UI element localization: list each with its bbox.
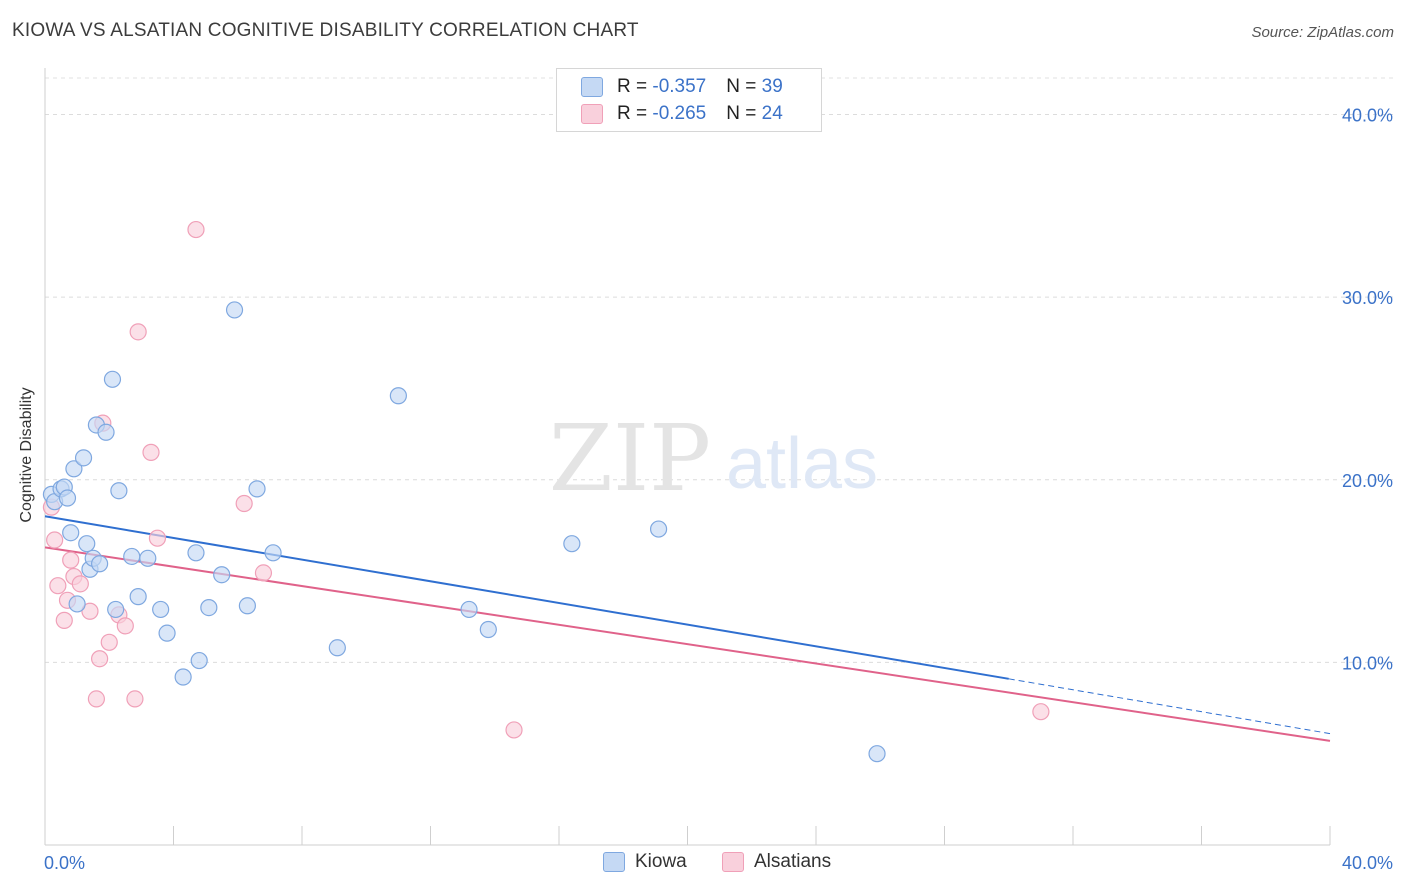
r-label: R = [617,103,653,124]
source-label: Source: ZipAtlas.com [1251,24,1394,41]
watermark-zip: ZIP [549,405,711,512]
y-tick-label: 30.0% [1342,288,1393,308]
data-point-kiowa [103,370,122,388]
n-value-alsatians: 24 [761,103,783,124]
data-point-kiowa [78,535,96,553]
data-point-kiowa [238,597,256,615]
legend-label-alsatians: Alsatians [754,851,832,872]
data-point-alsatians [46,531,64,549]
x-tick-label-end: 40.0% [1342,853,1393,873]
data-point-kiowa [158,624,176,642]
data-point-alsatians [81,602,99,620]
data-point-kiowa [649,520,668,538]
chart-title: KIOWA VS ALSATIAN COGNITIVE DISABILITY C… [12,20,639,41]
axes [44,68,1331,846]
data-point-kiowa [868,745,886,763]
data-point-kiowa [479,620,497,639]
legend-row-alsatians: R = -0.265 N = 24 [581,101,783,127]
y-tick-label: 20.0% [1342,471,1393,491]
legend-swatch-alsatians [722,852,744,872]
legend-label-kiowa: Kiowa [635,851,687,872]
data-point-kiowa [225,301,244,319]
data-point-alsatians [71,575,89,593]
data-point-kiowa [563,535,581,553]
legend-swatch-kiowa [581,77,603,97]
data-point-alsatians [1032,703,1050,721]
data-point-alsatians [91,650,109,668]
data-point-alsatians [187,220,205,239]
data-point-alsatians [55,611,73,629]
data-point-alsatians [148,529,167,547]
data-point-kiowa [110,482,128,500]
data-point-kiowa [389,387,407,405]
watermark-atlas: atlas [726,424,878,504]
data-point-kiowa [58,489,77,507]
data-point-kiowa [248,480,266,498]
r-value-kiowa: -0.357 [652,76,707,97]
legend-row-kiowa: R = -0.357 N = 39 [581,74,783,100]
n-label: N = [726,76,762,97]
trend-line-extension-kiowa [1008,678,1331,735]
n-label: N = [726,103,762,124]
watermark: ZIP atlas [549,405,878,512]
series-legend: Kiowa Alsatians [0,851,1406,877]
data-point-alsatians [116,617,134,635]
legend-swatch-alsatians [581,104,603,124]
data-point-kiowa [107,600,125,619]
gridlines [45,77,1395,663]
correlation-legend: R = -0.357 N = 39 R = -0.265 N = 24 [556,68,822,132]
data-point-kiowa [152,600,170,619]
data-point-alsatians [235,494,253,513]
trend-line-alsatians [44,546,1331,742]
legend-item-kiowa: Kiowa [603,851,687,873]
r-label: R = [617,76,653,97]
data-point-kiowa [62,524,80,542]
trend-lines [44,515,1331,742]
y-tick-label: 10.0% [1342,653,1393,673]
data-point-kiowa [123,547,141,566]
data-point-kiowa [174,668,192,686]
data-point-kiowa [129,588,147,606]
r-value-alsatians: -0.265 [652,103,707,124]
data-points [42,220,1050,763]
data-point-alsatians [129,323,147,341]
n-value-kiowa: 39 [761,76,783,97]
data-point-kiowa [91,555,109,573]
legend-swatch-kiowa [603,852,625,872]
data-point-kiowa [65,460,83,478]
data-point-kiowa [460,600,478,619]
data-point-kiowa [200,598,218,617]
data-point-kiowa [97,423,115,441]
data-point-alsatians [505,721,523,739]
y-tick-label: 40.0% [1342,106,1393,126]
data-point-alsatians [100,633,118,651]
trend-line-kiowa [44,515,1009,680]
data-point-kiowa [68,595,86,613]
data-point-alsatians [87,690,106,708]
legend-item-alsatians: Alsatians [722,851,831,873]
data-point-alsatians [126,690,144,708]
data-point-alsatians [49,577,67,595]
data-point-kiowa [139,549,157,567]
data-point-kiowa [213,566,231,584]
data-point-kiowa [264,544,282,562]
tick-labels: 0.0% 40.0% 10.0% 20.0% 30.0% 40.0% [44,106,1393,873]
data-point-kiowa [74,449,93,467]
data-point-alsatians [254,564,273,582]
data-point-alsatians [62,551,80,569]
x-tick-label-start: 0.0% [44,853,85,873]
data-point-kiowa [187,544,205,562]
data-point-kiowa [190,651,208,670]
data-point-alsatians [142,443,160,461]
data-point-kiowa [328,639,346,657]
